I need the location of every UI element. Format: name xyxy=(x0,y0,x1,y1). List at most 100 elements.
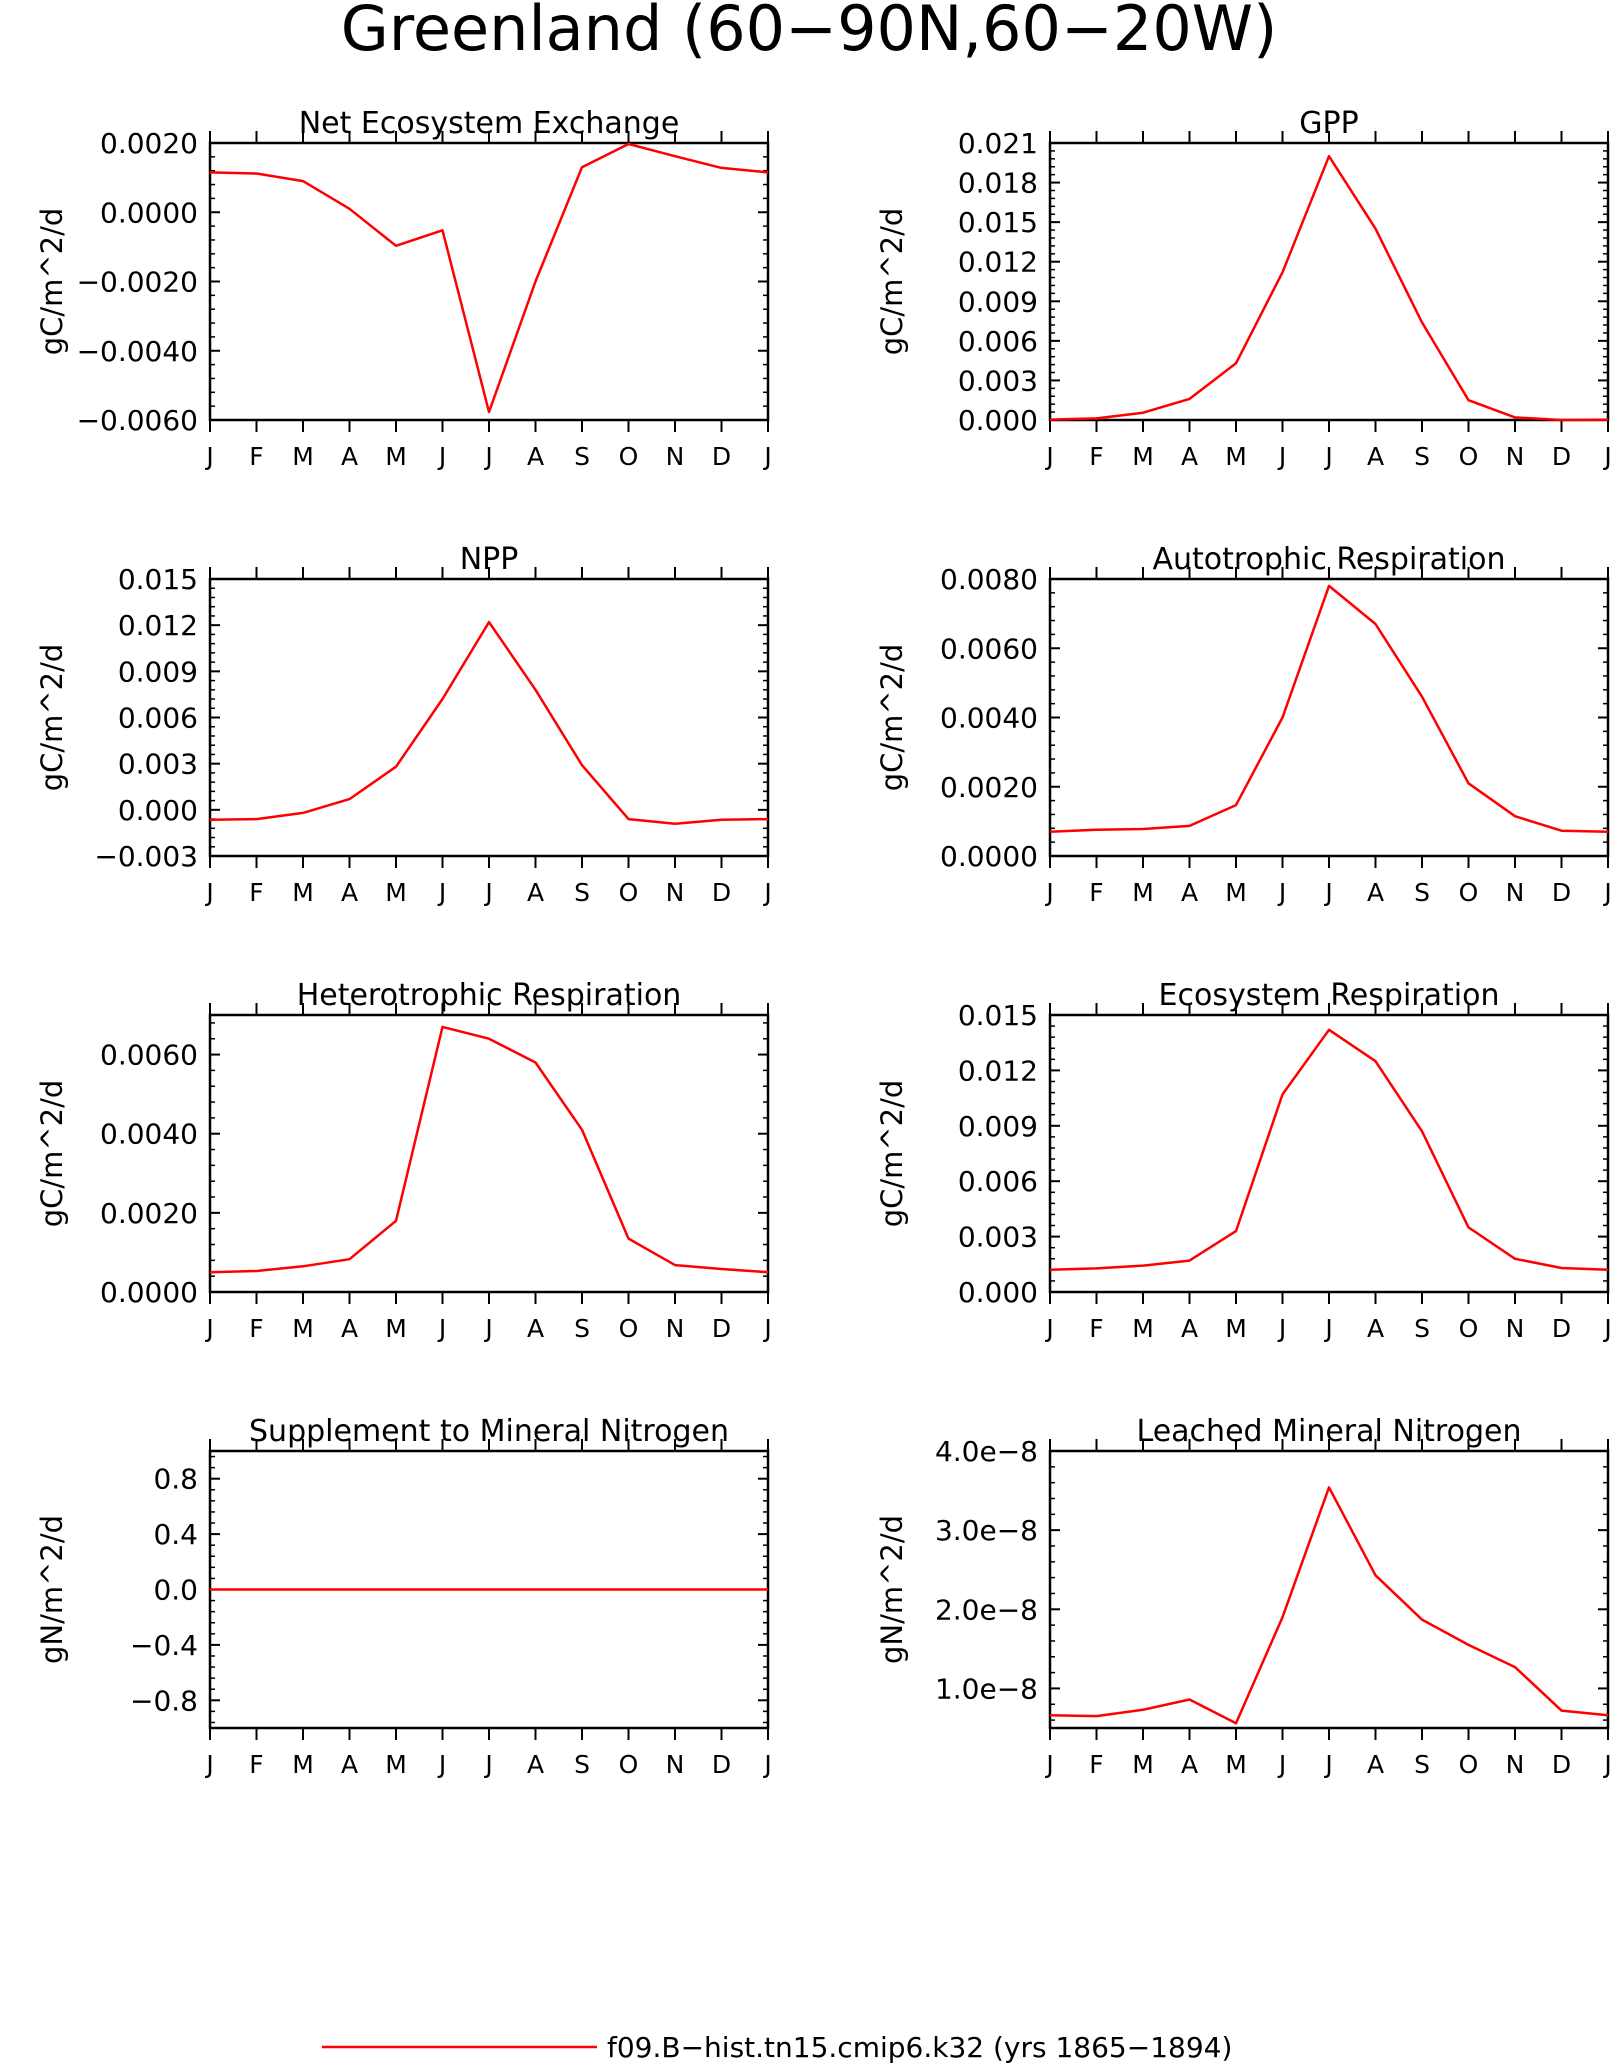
x-tick-label: A xyxy=(1367,1314,1384,1343)
x-tick-label: N xyxy=(1506,1314,1525,1343)
x-tick-label: S xyxy=(574,878,590,907)
x-tick-label: M xyxy=(1225,442,1247,471)
series-line xyxy=(1049,1486,1609,1725)
y-tick-label: −0.003 xyxy=(94,840,198,873)
x-tick-label: J xyxy=(437,878,446,907)
y-tick-label: 0.003 xyxy=(958,364,1038,397)
x-tick-label: N xyxy=(666,1314,685,1343)
x-tick-label: M xyxy=(385,1750,407,1779)
x-tick-label: A xyxy=(1367,878,1384,907)
y-tick-label: 2.0e−8 xyxy=(935,1593,1038,1626)
x-tick-label: M xyxy=(1225,1314,1247,1343)
y-axis-label: gN/m^2/d xyxy=(35,1515,69,1664)
x-tick-label: D xyxy=(1552,1314,1571,1343)
x-tick-label: M xyxy=(1132,878,1154,907)
x-tick-label: S xyxy=(1414,878,1430,907)
y-tick-label: 0.009 xyxy=(958,285,1038,318)
chart-panel: Supplement to Mineral NitrogengN/m^2/d−0… xyxy=(35,1414,772,1779)
x-tick-label: O xyxy=(1459,1314,1479,1343)
y-tick-label: 0.012 xyxy=(118,609,198,642)
x-tick-label: M xyxy=(385,1314,407,1343)
chart-panel: Leached Mineral NitrogengN/m^2/d1.0e−82.… xyxy=(875,1414,1612,1779)
y-tick-label: 0.006 xyxy=(958,325,1038,358)
y-axis-label: gN/m^2/d xyxy=(875,1515,909,1664)
x-tick-label: J xyxy=(1277,878,1286,907)
y-tick-label: 0.003 xyxy=(118,748,198,781)
x-tick-label: F xyxy=(1089,1750,1103,1779)
series-line xyxy=(209,142,769,414)
y-tick-label: 4.0e−8 xyxy=(935,1435,1038,1468)
y-axis-label: gC/m^2/d xyxy=(35,1080,69,1228)
y-tick-label: −0.8 xyxy=(130,1684,198,1717)
x-tick-label: N xyxy=(666,878,685,907)
x-tick-label: M xyxy=(292,1314,314,1343)
y-tick-label: 0.015 xyxy=(958,999,1038,1032)
x-tick-label: O xyxy=(619,1314,639,1343)
y-tick-label: 0.018 xyxy=(958,167,1038,200)
x-tick-label: J xyxy=(1323,442,1332,471)
y-tick-label: 0.015 xyxy=(958,206,1038,239)
x-tick-label: J xyxy=(483,1314,492,1343)
y-tick-label: 0.4 xyxy=(153,1518,198,1551)
x-tick-label: D xyxy=(712,878,731,907)
y-tick-label: −0.4 xyxy=(130,1629,198,1662)
x-tick-label: N xyxy=(1506,878,1525,907)
x-tick-label: O xyxy=(1459,442,1479,471)
x-tick-label: J xyxy=(762,1750,771,1779)
y-tick-label: 0.000 xyxy=(118,794,198,827)
x-tick-label: A xyxy=(527,1750,544,1779)
y-tick-label: 0.000 xyxy=(958,1276,1038,1309)
x-tick-label: D xyxy=(1552,878,1571,907)
x-tick-label: J xyxy=(1044,442,1053,471)
x-tick-label: S xyxy=(1414,1314,1430,1343)
x-tick-label: J xyxy=(1602,878,1611,907)
series-line xyxy=(1049,1028,1609,1272)
y-tick-label: 0.0020 xyxy=(100,127,198,160)
x-tick-label: J xyxy=(1323,1314,1332,1343)
y-tick-label: 0.0000 xyxy=(100,196,198,229)
x-tick-label: D xyxy=(1552,1750,1571,1779)
x-tick-label: A xyxy=(341,1750,358,1779)
x-tick-label: J xyxy=(204,1314,213,1343)
x-tick-label: J xyxy=(204,1750,213,1779)
x-tick-label: M xyxy=(1225,878,1247,907)
x-tick-label: M xyxy=(292,1750,314,1779)
x-tick-label: J xyxy=(1323,878,1332,907)
x-tick-label: N xyxy=(666,1750,685,1779)
x-tick-label: J xyxy=(1277,1314,1286,1343)
x-tick-label: M xyxy=(1225,1750,1247,1779)
x-tick-label: D xyxy=(712,442,731,471)
x-tick-label: M xyxy=(1132,1314,1154,1343)
x-tick-label: A xyxy=(1181,1314,1198,1343)
x-tick-label: J xyxy=(1277,442,1286,471)
chart-panel: Heterotrophic RespirationgC/m^2/d0.00000… xyxy=(35,978,772,1343)
x-tick-label: A xyxy=(1181,1750,1198,1779)
x-tick-label: M xyxy=(1132,1750,1154,1779)
x-tick-label: M xyxy=(385,442,407,471)
x-tick-label: O xyxy=(619,878,639,907)
plot-frame xyxy=(208,141,770,422)
series-line xyxy=(209,1025,769,1274)
y-axis-label: gC/m^2/d xyxy=(875,208,909,356)
x-tick-label: A xyxy=(1367,1750,1384,1779)
x-tick-label: A xyxy=(341,442,358,471)
y-tick-label: 0.009 xyxy=(958,1110,1038,1143)
y-tick-label: 0.0040 xyxy=(940,702,1038,735)
x-tick-label: J xyxy=(483,1750,492,1779)
y-tick-label: 0.021 xyxy=(958,127,1038,160)
x-tick-label: J xyxy=(1602,1314,1611,1343)
y-tick-label: 0.000 xyxy=(958,404,1038,437)
y-tick-label: 0.0020 xyxy=(940,771,1038,804)
y-tick-label: 0.0000 xyxy=(100,1276,198,1309)
y-tick-label: 0.0000 xyxy=(940,840,1038,873)
x-tick-label: J xyxy=(1044,1314,1053,1343)
y-tick-label: 0.0 xyxy=(153,1574,198,1607)
x-tick-label: J xyxy=(437,442,446,471)
y-tick-label: −0.0020 xyxy=(77,266,198,299)
x-tick-label: J xyxy=(204,442,213,471)
y-axis-label: gC/m^2/d xyxy=(35,644,69,792)
x-tick-label: J xyxy=(483,878,492,907)
x-tick-label: M xyxy=(292,442,314,471)
x-tick-label: J xyxy=(437,1314,446,1343)
x-tick-label: S xyxy=(574,1750,590,1779)
